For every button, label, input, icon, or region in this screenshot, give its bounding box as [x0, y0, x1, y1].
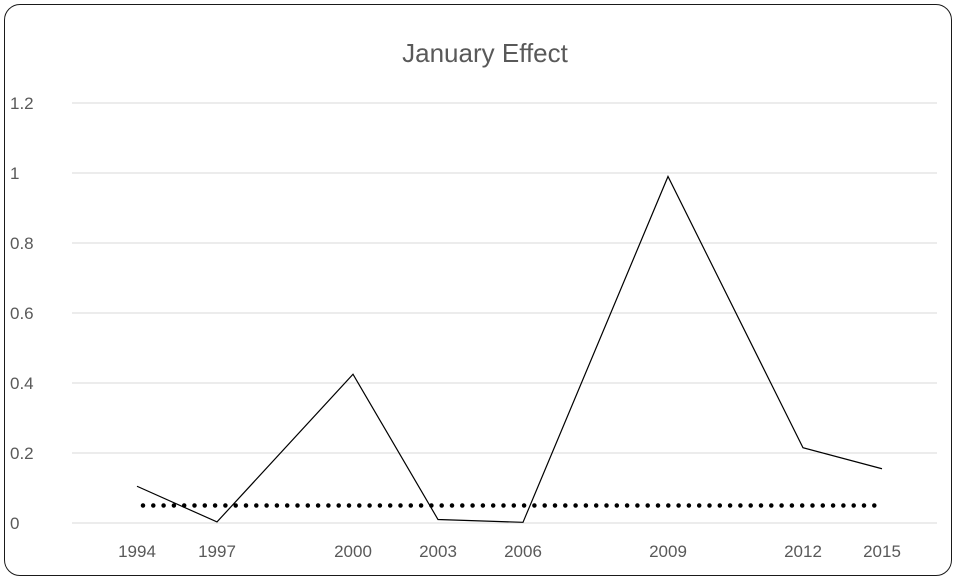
y-tick-label: 0.4	[10, 374, 34, 393]
chart-title: January Effect	[402, 38, 569, 68]
x-tick-label: 1997	[198, 542, 236, 561]
y-tick-label: 0.6	[10, 304, 34, 323]
x-tick-label: 1994	[118, 542, 156, 561]
y-tick-label: 0	[10, 514, 19, 533]
x-tick-label: 2006	[504, 542, 542, 561]
y-tick-label: 1.2	[10, 94, 34, 113]
x-tick-label: 2015	[863, 542, 901, 561]
y-tick-label: 0.8	[10, 234, 34, 253]
chart-frame	[4, 4, 952, 576]
series-layer	[136, 175, 883, 523]
x-tick-label: 2003	[419, 542, 457, 561]
series-line-solid	[136, 175, 883, 523]
y-tick-label: 1	[10, 164, 19, 183]
x-tick-label: 2009	[649, 542, 687, 561]
x-tick-label: 2012	[784, 542, 822, 561]
y-tick-label: 0.2	[10, 444, 34, 463]
x-tick-label: 2000	[334, 542, 372, 561]
y-axis-ticks: 0 0.2 0.4 0.6 0.8 1 1.2	[10, 94, 34, 533]
gridlines	[72, 102, 937, 524]
x-axis-ticks: 1994 1997 2000 2003 2006 2009 2012 2015	[118, 542, 901, 561]
